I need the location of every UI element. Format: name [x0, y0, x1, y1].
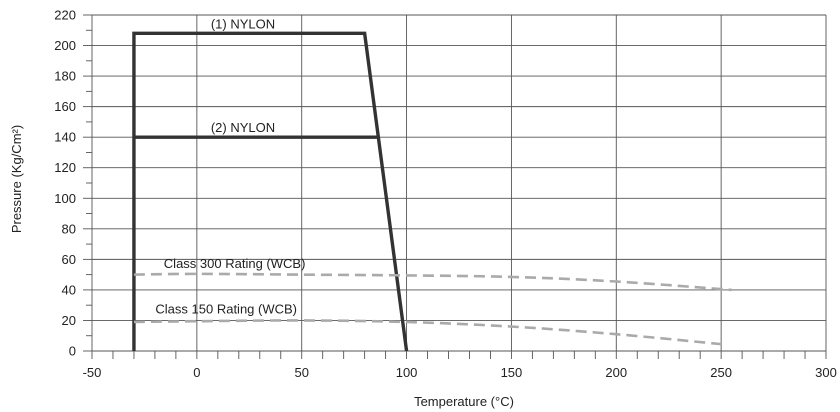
- y-tick-label: 200: [54, 38, 76, 53]
- x-tick-label: 100: [396, 365, 418, 380]
- x-tick-label: 0: [193, 365, 200, 380]
- minor-ticks: [83, 14, 827, 359]
- y-tick-label: 160: [54, 99, 76, 114]
- y-tick-label: 100: [54, 191, 76, 206]
- y-tick-label: 40: [62, 282, 76, 297]
- series-line-1-nylon: [132, 31, 409, 352]
- x-tick-label: 200: [605, 365, 627, 380]
- y-tick-label: 60: [62, 252, 76, 267]
- series-label: Class 300 Rating (WCB): [164, 256, 306, 271]
- series-line-class-300-rating-wcb: [133, 272, 732, 292]
- series-label: (1) NYLON: [211, 16, 275, 31]
- series-label: (2) NYLON: [211, 120, 275, 135]
- grid: [91, 14, 827, 352]
- y-tick-label: 20: [62, 313, 76, 328]
- series-line-class-150-rating-wcb: [133, 319, 722, 346]
- y-tick-label: 140: [54, 130, 76, 145]
- x-tick-label: 300: [815, 365, 837, 380]
- x-tick-label: 150: [501, 365, 523, 380]
- y-tick-label: 120: [54, 160, 76, 175]
- series-lines: [132, 31, 732, 352]
- y-tick-label: 80: [62, 221, 76, 236]
- x-tick-label: 250: [710, 365, 732, 380]
- y-tick-label: 220: [54, 8, 76, 23]
- y-tick-label: 180: [54, 69, 76, 84]
- x-tick-label: 50: [294, 365, 308, 380]
- x-axis-title: Temperature (°C): [414, 394, 514, 409]
- series-label: Class 150 Rating (WCB): [155, 301, 297, 316]
- x-tick-label: -50: [83, 365, 102, 380]
- series-labels: (1) NYLON (2) NYLON Class 300 Rating (WCB)…: [155, 16, 305, 316]
- tick-labels: -50 0 50 100 150 200 250 300 0 20 40 60 80 100 120 140 1…: [54, 8, 837, 381]
- y-tick-label: 0: [69, 344, 76, 359]
- y-axis-title: Pressure (Kg/Cm²): [9, 125, 24, 233]
